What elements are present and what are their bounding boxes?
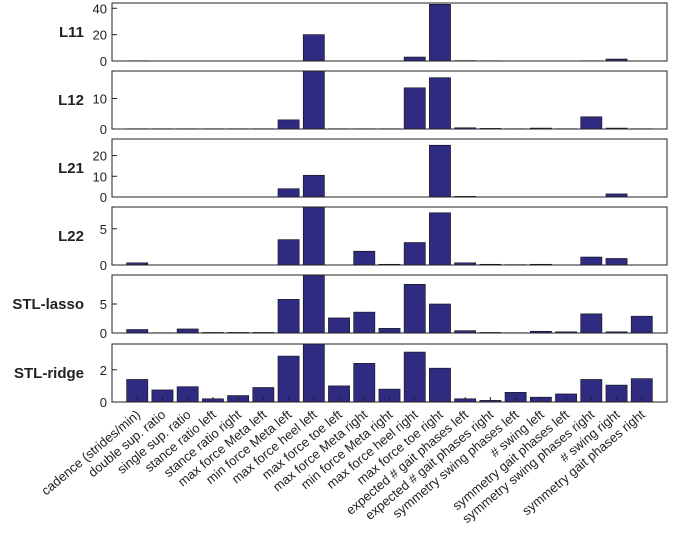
bar xyxy=(580,116,603,130)
panel-frame xyxy=(111,274,668,334)
bar xyxy=(403,87,426,130)
bar xyxy=(353,311,376,334)
y-tick-label: 10 xyxy=(93,91,107,106)
y-tick-label: 2 xyxy=(100,363,107,378)
bar xyxy=(429,212,451,266)
y-tick-label: 10 xyxy=(93,169,107,184)
panel-frame xyxy=(111,138,668,198)
bar xyxy=(302,274,325,334)
bar xyxy=(126,329,149,334)
panel-title: L22 xyxy=(58,228,84,245)
bar xyxy=(277,355,300,403)
bar xyxy=(429,367,451,403)
y-tick-label: 0 xyxy=(100,122,107,137)
bar xyxy=(630,315,653,334)
y-tick-label: 0 xyxy=(100,395,107,410)
bar xyxy=(302,174,325,198)
panel-frame xyxy=(111,70,668,130)
bar xyxy=(580,313,603,334)
bar xyxy=(403,56,426,62)
y-tick-label: 0 xyxy=(100,190,107,205)
y-tick-label: 0 xyxy=(100,326,107,341)
bar xyxy=(302,70,325,130)
bar xyxy=(429,77,451,130)
bar xyxy=(605,258,628,266)
bar xyxy=(302,206,325,266)
bar xyxy=(277,239,300,266)
panel-title: STL-ridge xyxy=(14,365,84,382)
bar xyxy=(176,328,199,334)
y-tick-label: 20 xyxy=(93,149,107,164)
bar xyxy=(429,303,451,334)
bar xyxy=(277,299,300,334)
bar xyxy=(403,283,426,334)
panel-title: L11 xyxy=(59,24,84,41)
panel-title: STL-lasso xyxy=(12,296,84,313)
bar xyxy=(580,256,603,266)
panel-title: L12 xyxy=(58,92,84,109)
bar xyxy=(302,34,325,62)
bar xyxy=(403,242,426,266)
y-tick-label: 40 xyxy=(93,1,107,16)
bar xyxy=(277,188,300,198)
bar xyxy=(429,4,451,62)
panel-frame xyxy=(111,206,668,266)
panel-frame xyxy=(111,2,668,62)
bar xyxy=(328,317,350,334)
bar xyxy=(277,119,300,130)
bar xyxy=(429,144,451,198)
bar xyxy=(378,328,401,334)
y-tick-label: 5 xyxy=(100,297,107,312)
y-tick-label: 0 xyxy=(100,54,107,69)
bar xyxy=(302,343,325,403)
panel-title: L21 xyxy=(58,160,84,177)
y-tick-label: 20 xyxy=(93,28,107,43)
bar xyxy=(353,363,376,403)
y-tick-label: 5 xyxy=(100,222,107,237)
y-tick-label: 0 xyxy=(100,258,107,273)
bar xyxy=(403,351,426,403)
bar xyxy=(353,250,376,266)
